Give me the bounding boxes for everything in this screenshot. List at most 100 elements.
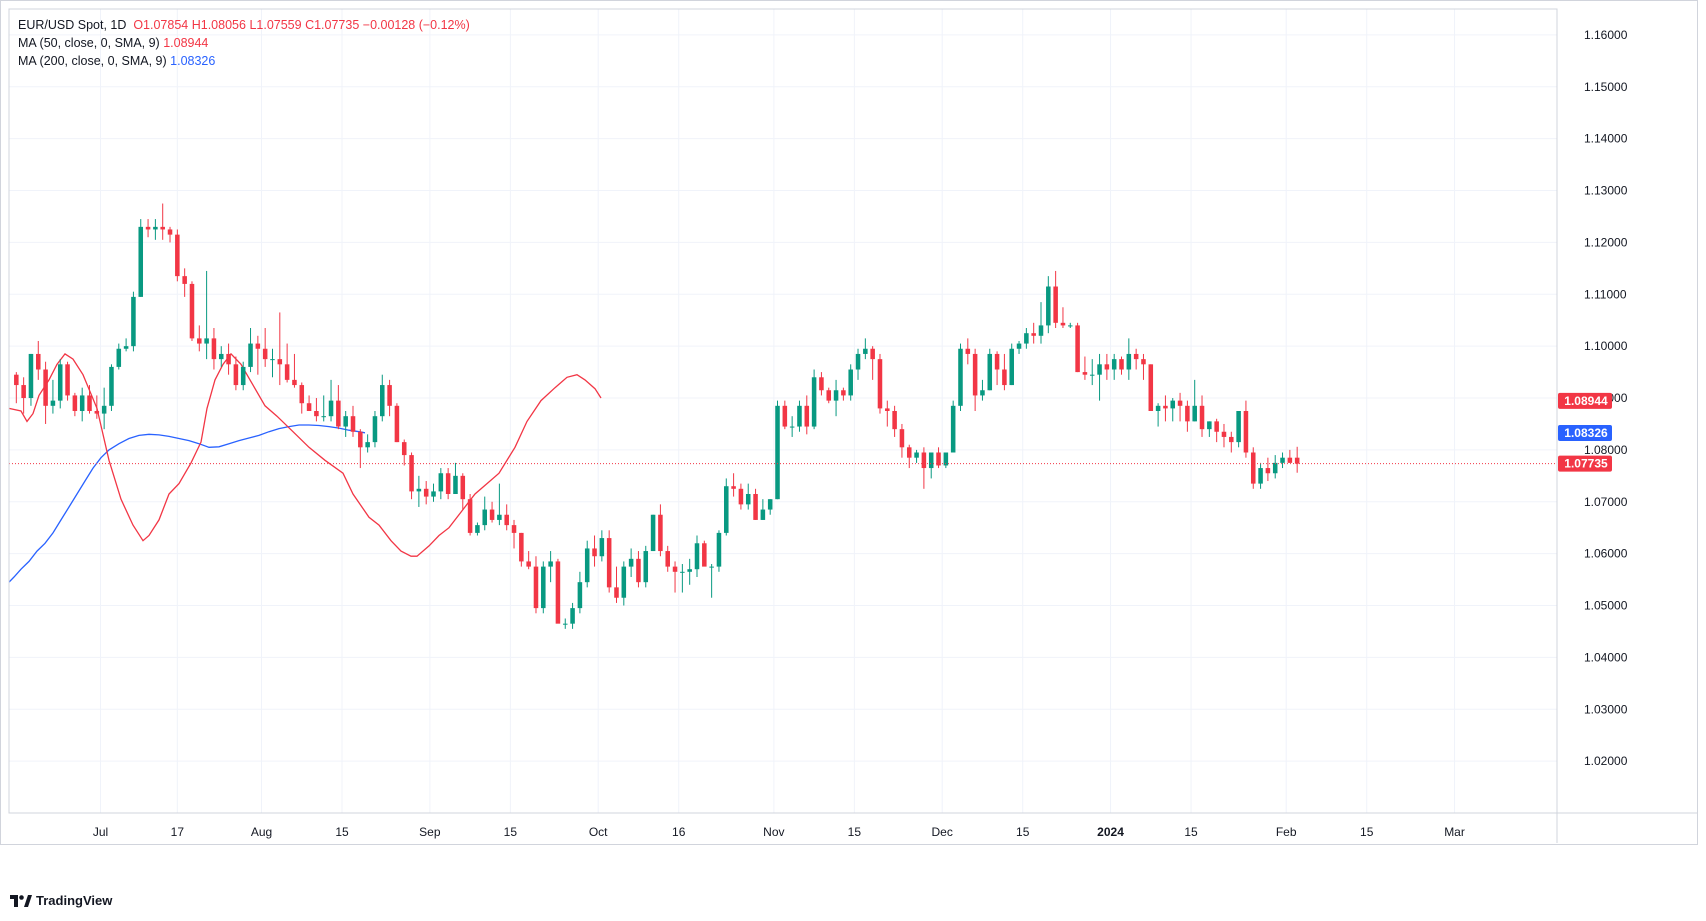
candle-body (218, 353, 224, 360)
candle-body (767, 499, 773, 510)
change-value: −0.00128 (−0.12%) (362, 18, 470, 32)
candle-down (1163, 395, 1168, 422)
candle-down (14, 372, 19, 404)
candle-up (1280, 452, 1285, 469)
x-tick-label: Oct (589, 825, 608, 839)
candle-body (79, 395, 85, 411)
candle-body (1287, 457, 1293, 463)
tradingview-logo[interactable]: TradingView (10, 893, 112, 908)
candle-body (811, 377, 817, 427)
high-value: H1.08056 (191, 18, 246, 32)
candle-body (262, 348, 268, 360)
candle-up (789, 416, 795, 437)
candle-down (731, 473, 736, 497)
candle-down (423, 481, 429, 505)
candle-body (1199, 405, 1205, 430)
candle-up (218, 346, 224, 367)
candle-body (36, 353, 41, 370)
candle-down (72, 392, 78, 417)
candle-up (1009, 343, 1014, 386)
y-tick-label: 1.14000 (1584, 132, 1628, 146)
candle-up (1068, 322, 1073, 329)
candle-down (1053, 270, 1058, 329)
candle-body (541, 566, 546, 609)
legend-ma50-row[interactable]: MA (50, close, 0, SMA, 9) 1.08944 (18, 34, 470, 52)
candle-body (987, 353, 993, 391)
y-tick-label: 1.15000 (1584, 80, 1628, 94)
candle-up (797, 400, 802, 432)
candle-body (1053, 286, 1058, 323)
candle-body (680, 571, 685, 573)
candle-up (687, 558, 692, 585)
candle-body (628, 558, 634, 567)
candle-up (621, 561, 627, 606)
candle-down (921, 447, 927, 489)
outer-frame (0, 0, 1698, 845)
candle-body (248, 343, 253, 367)
x-tick-label: Mar (1444, 825, 1465, 839)
price-labels: 1.08944 1.08326 1.07735 (1558, 392, 1612, 472)
candle-down (1177, 392, 1183, 422)
candle-body (240, 366, 246, 386)
candle-body (958, 348, 963, 406)
candle-up (131, 291, 136, 352)
candle-body (665, 551, 670, 567)
y-tick-label: 1.03000 (1584, 702, 1628, 716)
candle-body (145, 226, 151, 230)
candle-body (1126, 353, 1132, 370)
last-price-label: 1.07735 (1564, 457, 1608, 471)
candle-body (153, 226, 158, 230)
candle-up (475, 522, 480, 536)
candle-down (533, 556, 539, 614)
candle-down (511, 519, 517, 549)
candle-up (1207, 421, 1212, 437)
candle-down (906, 444, 912, 469)
candle-body (936, 452, 941, 466)
candle-up (372, 411, 378, 448)
candle-down (167, 226, 173, 243)
candle-body (123, 346, 129, 349)
candle-up (109, 364, 114, 411)
candle-down (965, 338, 971, 365)
candle-down (1082, 356, 1088, 380)
candle-down (145, 219, 151, 238)
candle-up (365, 434, 370, 453)
legend-ma200-row[interactable]: MA (200, close, 0, SMA, 9) 1.08326 (18, 52, 470, 70)
candle-up (928, 452, 934, 479)
candles (14, 203, 1300, 629)
candle-up (482, 496, 488, 531)
symbol-title: EUR/USD Spot, 1D (18, 18, 127, 32)
candle-up (1155, 403, 1161, 427)
candle-body (380, 385, 385, 417)
x-tick-label: 15 (335, 825, 349, 839)
candle-body (387, 385, 392, 406)
candle-body (562, 623, 568, 625)
candle-body (1089, 374, 1095, 376)
y-tick-label: 1.16000 (1584, 28, 1628, 42)
candle-body (292, 379, 297, 386)
candle-body (606, 538, 612, 588)
ma50-price-label: 1.08944 (1564, 394, 1608, 408)
candle-body (497, 514, 502, 520)
candle-down (885, 400, 890, 427)
x-tick-label: 15 (1016, 825, 1030, 839)
candle-body (833, 390, 839, 401)
ma50-price-label-bg (1558, 392, 1612, 409)
legend-symbol-row[interactable]: EUR/USD Spot, 1D O1.07854 H1.08056 L1.07… (18, 16, 470, 34)
candle-body (1082, 372, 1088, 375)
candle-body (28, 353, 34, 399)
candle-body (745, 493, 751, 505)
candle-down (292, 353, 297, 388)
candle-body (1170, 400, 1176, 409)
ma50-line (8, 352, 602, 557)
candle-down (1148, 364, 1154, 411)
candle-body (409, 455, 414, 492)
candle-body (877, 359, 883, 409)
candle-down (460, 473, 466, 510)
candle-body (401, 442, 407, 456)
candle-up (709, 564, 714, 598)
candle-body (658, 514, 663, 552)
candle-up (775, 400, 780, 500)
candle-body (848, 369, 853, 396)
